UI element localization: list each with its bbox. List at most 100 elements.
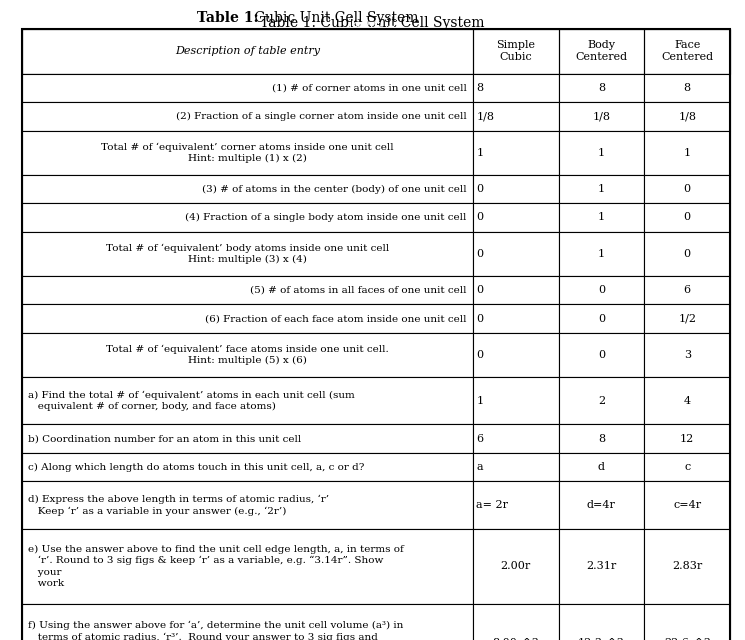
Bar bbox=[559, 29, 644, 74]
Bar bbox=[644, 604, 730, 640]
Text: 0: 0 bbox=[684, 212, 691, 223]
Text: 8: 8 bbox=[684, 83, 691, 93]
Text: Description of table entry: Description of table entry bbox=[175, 46, 320, 56]
Text: (5) # of atoms in all faces of one unit cell: (5) # of atoms in all faces of one unit … bbox=[250, 285, 467, 294]
Bar bbox=[22, 424, 473, 453]
Text: f) Using the answer above for ‘a’, determine the unit cell volume (a³) in
   ter: f) Using the answer above for ‘a’, deter… bbox=[28, 621, 404, 640]
Bar bbox=[473, 453, 559, 481]
Bar bbox=[559, 74, 644, 102]
Bar bbox=[559, 131, 644, 175]
Text: 1/2: 1/2 bbox=[678, 314, 697, 324]
Text: Cubic Unit Cell System: Cubic Unit Cell System bbox=[250, 11, 418, 25]
Text: 0: 0 bbox=[477, 314, 484, 324]
Text: 2.83r: 2.83r bbox=[672, 561, 703, 572]
Bar bbox=[559, 604, 644, 640]
Bar bbox=[644, 232, 730, 276]
Text: Table 1:: Table 1: bbox=[197, 11, 259, 25]
Text: 2.00r: 2.00r bbox=[501, 561, 530, 572]
Bar bbox=[22, 333, 473, 377]
Text: 1: 1 bbox=[477, 148, 484, 157]
Bar bbox=[22, 74, 473, 102]
Text: d: d bbox=[598, 462, 605, 472]
Bar bbox=[22, 304, 473, 333]
Bar bbox=[473, 529, 559, 604]
Text: 0: 0 bbox=[597, 350, 605, 360]
Bar bbox=[473, 424, 559, 453]
Text: 1/8: 1/8 bbox=[477, 111, 495, 122]
Text: 8: 8 bbox=[597, 434, 605, 444]
Text: (3) # of atoms in the center (body) of one unit cell: (3) # of atoms in the center (body) of o… bbox=[202, 184, 467, 193]
Bar bbox=[644, 304, 730, 333]
Bar bbox=[559, 304, 644, 333]
Bar bbox=[559, 175, 644, 204]
Text: 12.3r^3: 12.3r^3 bbox=[578, 637, 625, 640]
Text: 12: 12 bbox=[680, 434, 694, 444]
Text: 0: 0 bbox=[597, 314, 605, 324]
Text: 0: 0 bbox=[684, 249, 691, 259]
Bar bbox=[22, 604, 473, 640]
Bar bbox=[644, 481, 730, 529]
Text: 3: 3 bbox=[684, 350, 691, 360]
Bar bbox=[22, 29, 730, 74]
Bar bbox=[473, 175, 559, 204]
Text: 8: 8 bbox=[597, 83, 605, 93]
Bar bbox=[473, 102, 559, 131]
Bar bbox=[559, 453, 644, 481]
Bar bbox=[22, 175, 473, 204]
Bar bbox=[473, 232, 559, 276]
Text: 1: 1 bbox=[597, 184, 605, 194]
Bar bbox=[644, 204, 730, 232]
Text: Body
Centered: Body Centered bbox=[575, 40, 627, 63]
Bar bbox=[473, 304, 559, 333]
Bar bbox=[644, 175, 730, 204]
Bar bbox=[473, 74, 559, 102]
Text: Table 1:: Table 1: bbox=[346, 16, 399, 30]
Bar bbox=[22, 481, 473, 529]
Bar bbox=[559, 102, 644, 131]
Bar bbox=[644, 276, 730, 304]
Bar bbox=[473, 204, 559, 232]
Text: 1: 1 bbox=[477, 396, 484, 406]
Bar bbox=[473, 481, 559, 529]
Bar bbox=[644, 529, 730, 604]
Text: d=4r: d=4r bbox=[587, 500, 616, 510]
Text: (6) Fraction of each face atom inside one unit cell: (6) Fraction of each face atom inside on… bbox=[206, 314, 467, 323]
Bar bbox=[22, 232, 473, 276]
Text: Total # of ‘equivalent’ corner atoms inside one unit cell
Hint: multiple (1) x (: Total # of ‘equivalent’ corner atoms ins… bbox=[101, 142, 394, 163]
Bar bbox=[22, 102, 473, 131]
Text: c=4r: c=4r bbox=[673, 500, 701, 510]
Text: 8.00r^3: 8.00r^3 bbox=[492, 637, 539, 640]
Text: 6: 6 bbox=[684, 285, 691, 295]
Bar bbox=[22, 29, 473, 74]
Text: b) Coordination number for an atom in this unit cell: b) Coordination number for an atom in th… bbox=[28, 434, 302, 443]
Bar bbox=[559, 232, 644, 276]
Text: e) Use the answer above to find the unit cell edge length, a, in terms of
   ‘r’: e) Use the answer above to find the unit… bbox=[28, 545, 404, 588]
Bar bbox=[473, 333, 559, 377]
Bar bbox=[644, 74, 730, 102]
Text: d) Express the above length in terms of atomic radius, ‘r’
   Keep ‘r’ as a vari: d) Express the above length in terms of … bbox=[28, 495, 329, 516]
Text: Simple
Cubic: Simple Cubic bbox=[496, 40, 535, 63]
Bar bbox=[473, 276, 559, 304]
Bar bbox=[473, 377, 559, 424]
Bar bbox=[22, 131, 473, 175]
Bar bbox=[644, 102, 730, 131]
Bar bbox=[559, 481, 644, 529]
Text: a= 2r: a= 2r bbox=[477, 500, 508, 510]
Text: Face
Centered: Face Centered bbox=[661, 40, 713, 63]
Bar bbox=[559, 377, 644, 424]
Bar bbox=[22, 204, 473, 232]
Text: (4) Fraction of a single body atom inside one unit cell: (4) Fraction of a single body atom insid… bbox=[186, 213, 467, 222]
Bar bbox=[644, 29, 730, 74]
Bar bbox=[644, 453, 730, 481]
Bar bbox=[559, 529, 644, 604]
Bar bbox=[22, 453, 473, 481]
Text: 1: 1 bbox=[597, 249, 605, 259]
Text: 0: 0 bbox=[597, 285, 605, 295]
Text: 1: 1 bbox=[597, 212, 605, 223]
Text: 0: 0 bbox=[477, 249, 484, 259]
Bar bbox=[559, 333, 644, 377]
Text: 1/8: 1/8 bbox=[678, 111, 697, 122]
Text: Table 1: Cubic Unit Cell System: Table 1: Cubic Unit Cell System bbox=[260, 16, 485, 30]
Bar bbox=[473, 131, 559, 175]
Text: 22.6r^3: 22.6r^3 bbox=[664, 637, 711, 640]
